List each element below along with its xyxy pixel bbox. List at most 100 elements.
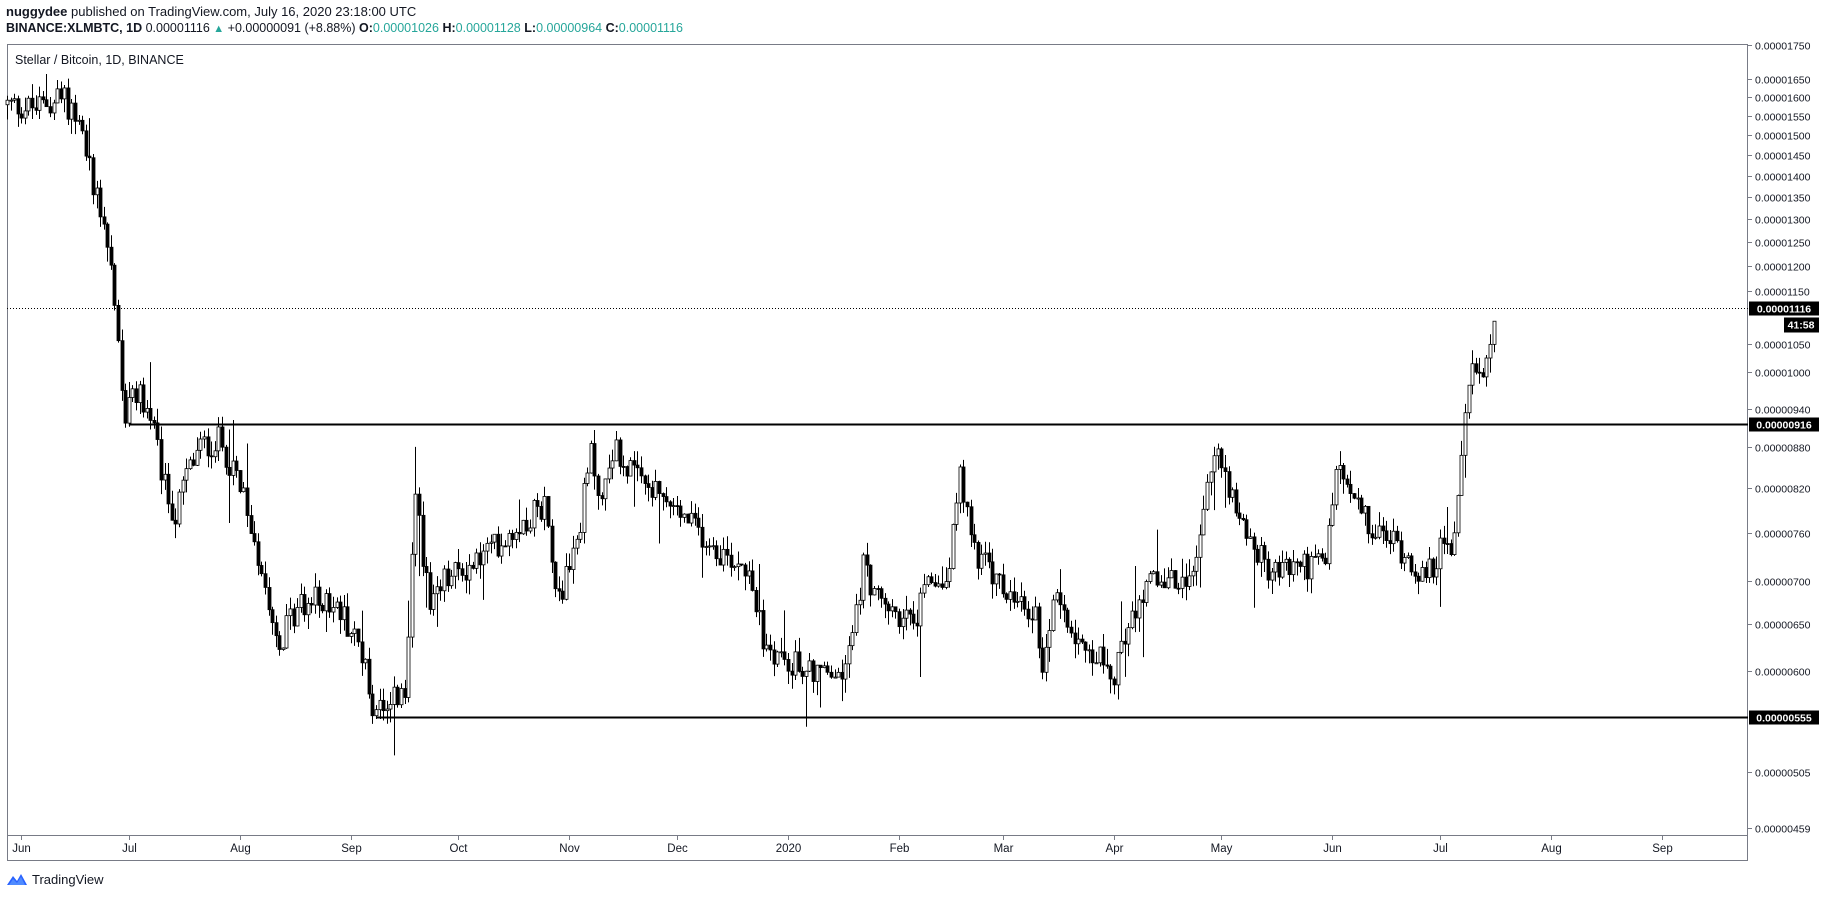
x-tick-label: Jul <box>1433 843 1448 855</box>
candle <box>80 115 85 135</box>
candle <box>1356 488 1361 510</box>
candle <box>818 664 823 708</box>
candle <box>546 495 551 528</box>
y-axis[interactable]: 0.00001750 0.00001650 0.00001600 0.00001550… <box>1748 41 1811 836</box>
candle <box>152 416 157 429</box>
candle <box>1431 557 1436 584</box>
y-tick-label: 0.00001750 <box>1755 41 1811 53</box>
close-label: C: <box>605 21 619 35</box>
candle <box>650 480 655 507</box>
candle <box>55 79 60 104</box>
candle <box>1130 601 1135 630</box>
x-tick-label: Dec <box>667 843 688 855</box>
candle <box>492 533 497 550</box>
candle <box>109 235 114 270</box>
candle <box>1083 641 1088 663</box>
x-axis[interactable]: Jun Jul Aug Sep Oct Nov Dec 2020 Feb Mar Apr May Jun… <box>12 835 1673 855</box>
candle <box>392 676 397 756</box>
candle <box>130 385 135 402</box>
candle <box>1427 546 1432 583</box>
candle <box>610 449 615 480</box>
y-tick-label: 0.00001400 <box>1755 172 1811 184</box>
candle <box>306 597 311 630</box>
candle <box>503 540 508 548</box>
candle <box>876 585 881 601</box>
candle <box>918 587 923 678</box>
candle <box>1280 550 1285 579</box>
candle <box>496 526 501 558</box>
candle <box>815 664 820 696</box>
candle <box>209 441 214 469</box>
candle <box>1008 579 1013 611</box>
candle <box>1058 569 1063 619</box>
candle <box>922 573 927 598</box>
candle <box>1395 525 1400 543</box>
candle <box>456 549 461 581</box>
symbol-label: BINANCE:XLMBTC, 1D <box>6 21 143 35</box>
candle <box>704 541 709 556</box>
candle <box>252 521 257 546</box>
candle <box>1270 567 1275 594</box>
candle <box>1262 541 1267 572</box>
candle <box>696 507 701 536</box>
tradingview-logo-icon <box>7 874 27 885</box>
candle <box>976 540 981 580</box>
candle <box>112 263 117 311</box>
candle <box>1442 525 1447 555</box>
candle <box>1363 505 1368 526</box>
candle <box>990 548 995 599</box>
candle <box>1244 514 1249 546</box>
candle <box>1266 551 1271 589</box>
footer-brand[interactable]: TradingView <box>6 869 104 889</box>
x-tick-label: Oct <box>450 843 469 855</box>
candle <box>757 564 762 626</box>
candle <box>936 575 941 588</box>
candle <box>528 519 533 534</box>
candle <box>141 377 146 418</box>
candle <box>395 684 400 708</box>
candle <box>886 601 891 625</box>
candle <box>435 576 440 627</box>
candle <box>965 501 970 517</box>
candle <box>1413 564 1418 584</box>
candle <box>1384 520 1389 548</box>
candle <box>485 537 490 564</box>
candle <box>320 603 325 614</box>
candle <box>184 458 189 493</box>
candle <box>1012 577 1017 609</box>
candle <box>188 456 193 470</box>
author-name[interactable]: nuggydee <box>6 4 68 19</box>
candle <box>1112 676 1117 695</box>
candle <box>428 562 433 615</box>
y-tick-label: 0.00000940 <box>1755 405 1811 417</box>
candle <box>1277 555 1282 586</box>
candle <box>754 587 759 618</box>
y-tick-label: 0.00001650 <box>1755 75 1811 87</box>
candle <box>406 600 411 703</box>
y-tick-label: 0.00001450 <box>1755 151 1811 163</box>
candle <box>1022 590 1027 616</box>
y-tick-label: 0.00000820 <box>1755 484 1811 496</box>
y-tick-label: 0.00001000 <box>1755 368 1811 380</box>
candle <box>288 597 293 630</box>
candle <box>1391 518 1396 552</box>
candle <box>249 505 254 534</box>
horizontal-levels[interactable]: 0.00000916 0.00000555 <box>128 417 1819 725</box>
candle <box>1159 575 1164 588</box>
candle <box>270 606 275 635</box>
candle <box>1381 517 1386 544</box>
candle <box>295 598 300 627</box>
y-tick-label: 0.00001500 <box>1755 131 1811 143</box>
candle <box>1198 524 1203 588</box>
y-tick-label: 0.00001600 <box>1755 93 1811 105</box>
candle <box>360 610 365 676</box>
candle <box>553 561 558 598</box>
candle <box>582 477 587 544</box>
candle <box>1062 595 1067 623</box>
candle <box>224 444 229 475</box>
footer-brand-label: TradingView <box>32 871 104 887</box>
candle <box>1352 492 1357 500</box>
candle <box>73 94 78 135</box>
candle <box>1015 591 1020 608</box>
